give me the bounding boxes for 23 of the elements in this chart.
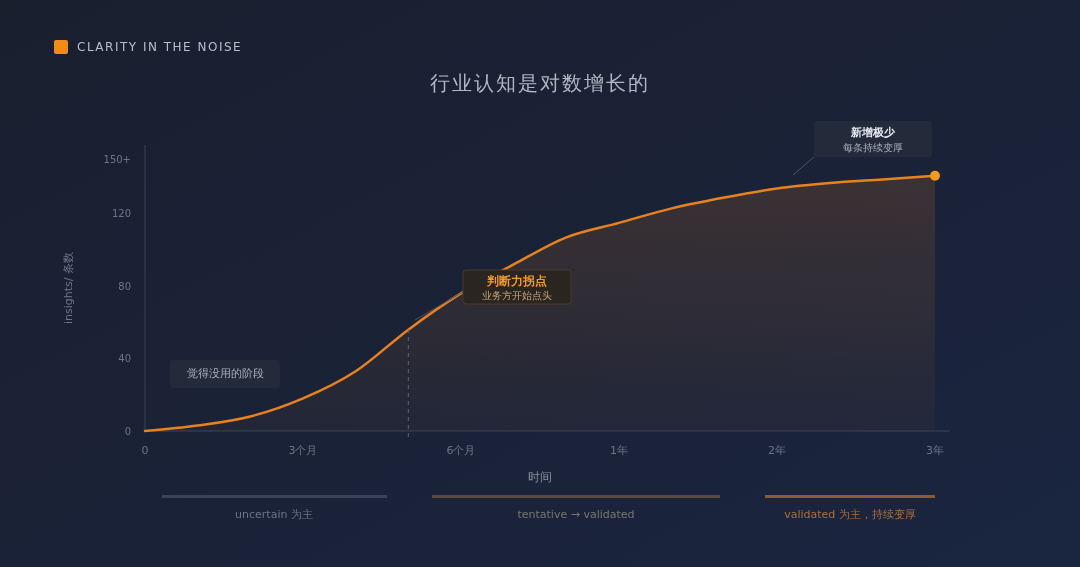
annotation: 每条持续变厚	[843, 142, 903, 153]
x-tick-label: 6个月	[446, 444, 476, 457]
y-tick-label: 150+	[103, 153, 131, 165]
x-tick-label: 0	[141, 444, 149, 457]
annotation: 判断力拐点	[486, 274, 547, 288]
annotation: 业务方开始点头	[482, 290, 552, 301]
annotation: 觉得没用的阶段	[186, 367, 264, 380]
chart-subtitle: CLARITY IN THE NOISE	[77, 40, 243, 54]
chart-title: 行业认知是对数增长的	[430, 71, 650, 95]
text: 新增极少	[850, 126, 896, 139]
x-tick-label: 1年	[610, 444, 628, 457]
x-tick-label: 3个月	[288, 444, 318, 457]
text: validated 为主，持续变厚	[784, 508, 916, 521]
x-axis-title: 时间	[528, 470, 552, 484]
x-tick-label: 2年	[768, 444, 786, 457]
y-tick-label: 40	[118, 353, 131, 365]
x-tick-label: 3年	[926, 444, 944, 457]
y-tick-label: 0	[124, 425, 131, 437]
text: tentative → validated	[517, 508, 635, 521]
y-axis-title: insights/ 条数	[62, 251, 75, 325]
y-tick-label: 80	[118, 280, 131, 292]
text: uncertain 为主	[235, 508, 313, 521]
y-tick-label: 120	[111, 208, 131, 220]
